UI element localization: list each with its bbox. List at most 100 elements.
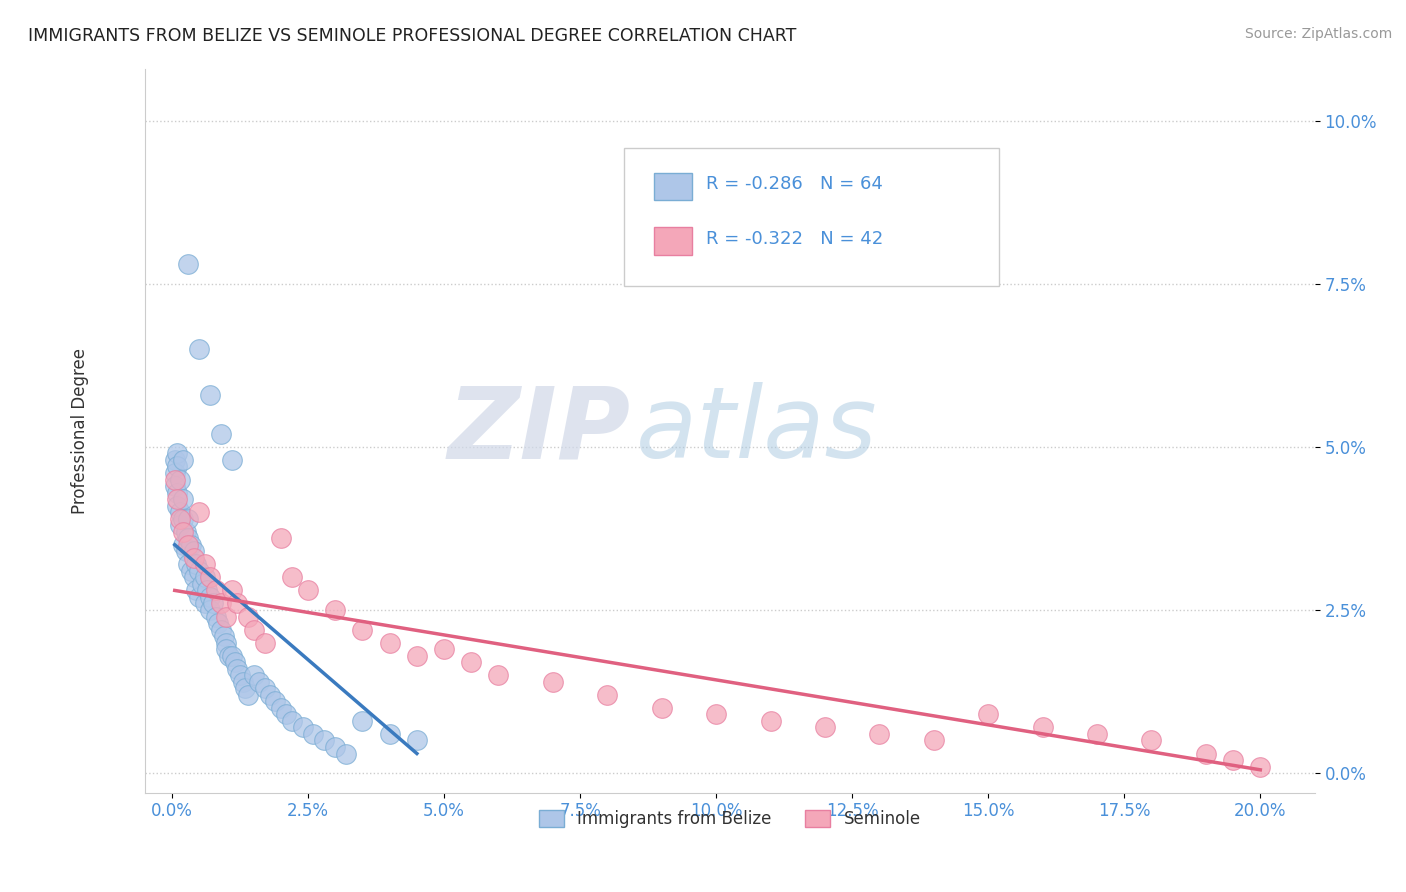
Point [191,577,214,591]
Text: atlas: atlas [636,382,877,479]
Point [194,558,217,572]
Point [226,662,249,676]
Point [1085,727,1108,741]
Point [169,473,191,487]
Point [1032,720,1054,734]
Legend: Immigrants from Belize, Seminole: Immigrants from Belize, Seminole [533,804,927,835]
Point [215,609,238,624]
Point [232,674,254,689]
Point [166,459,188,474]
Point [253,635,276,649]
Point [174,524,197,539]
Point [314,733,336,747]
Point [229,668,252,682]
Point [163,453,186,467]
Point [172,511,194,525]
Point [177,511,200,525]
Point [488,668,510,682]
Point [759,714,782,728]
Point [201,597,224,611]
Point [172,538,194,552]
Point [405,648,427,663]
Point [323,603,346,617]
Point [166,446,188,460]
Point [177,257,200,271]
Point [215,635,238,649]
Point [209,426,232,441]
Point [204,583,226,598]
Point [242,623,264,637]
Point [221,648,243,663]
Point [247,674,270,689]
Point [180,538,202,552]
Point [259,688,281,702]
Point [166,499,188,513]
Point [238,609,260,624]
Point [977,707,1000,722]
Point [209,597,232,611]
Point [186,558,208,572]
Point [335,747,357,761]
Point [1195,747,1218,761]
Point [183,570,205,584]
Point [198,570,221,584]
Point [188,505,211,519]
Point [177,558,200,572]
Point [221,453,243,467]
Point [264,694,287,708]
Point [194,597,217,611]
Point [166,485,188,500]
Point [186,583,208,598]
Point [174,544,197,558]
Point [224,655,246,669]
Point [235,681,257,696]
Point [253,681,276,696]
Point [163,479,186,493]
Point [868,727,890,741]
Point [1249,759,1271,773]
FancyBboxPatch shape [654,227,692,254]
Text: R = -0.286   N = 64: R = -0.286 N = 64 [706,176,883,194]
Point [177,531,200,545]
Point [704,707,727,722]
FancyBboxPatch shape [624,148,998,285]
Point [226,597,249,611]
Point [198,387,221,401]
Point [183,544,205,558]
Point [204,609,226,624]
Point [814,720,837,734]
Point [207,615,229,630]
Point [169,518,191,533]
FancyBboxPatch shape [654,173,692,201]
Point [180,564,202,578]
Point [221,583,243,598]
Point [1140,733,1163,747]
Point [302,727,325,741]
Point [433,642,456,657]
Y-axis label: Professional Degree: Professional Degree [72,348,89,514]
Point [212,629,235,643]
Point [188,590,211,604]
Point [291,720,314,734]
Point [163,466,186,480]
Point [172,453,194,467]
Point [378,635,401,649]
Point [188,342,211,356]
Point [352,623,374,637]
Point [188,564,211,578]
Point [1222,753,1244,767]
Point [215,642,238,657]
Point [270,701,292,715]
Point [280,714,302,728]
Point [280,570,302,584]
Point [922,733,945,747]
Point [198,603,221,617]
Text: R = -0.322   N = 42: R = -0.322 N = 42 [706,230,883,248]
Point [270,531,292,545]
Point [242,668,264,682]
Point [169,511,191,525]
Text: IMMIGRANTS FROM BELIZE VS SEMINOLE PROFESSIONAL DEGREE CORRELATION CHART: IMMIGRANTS FROM BELIZE VS SEMINOLE PROFE… [28,27,796,45]
Text: ZIP: ZIP [447,382,630,479]
Text: Source: ZipAtlas.com: Source: ZipAtlas.com [1244,27,1392,41]
Point [297,583,319,598]
